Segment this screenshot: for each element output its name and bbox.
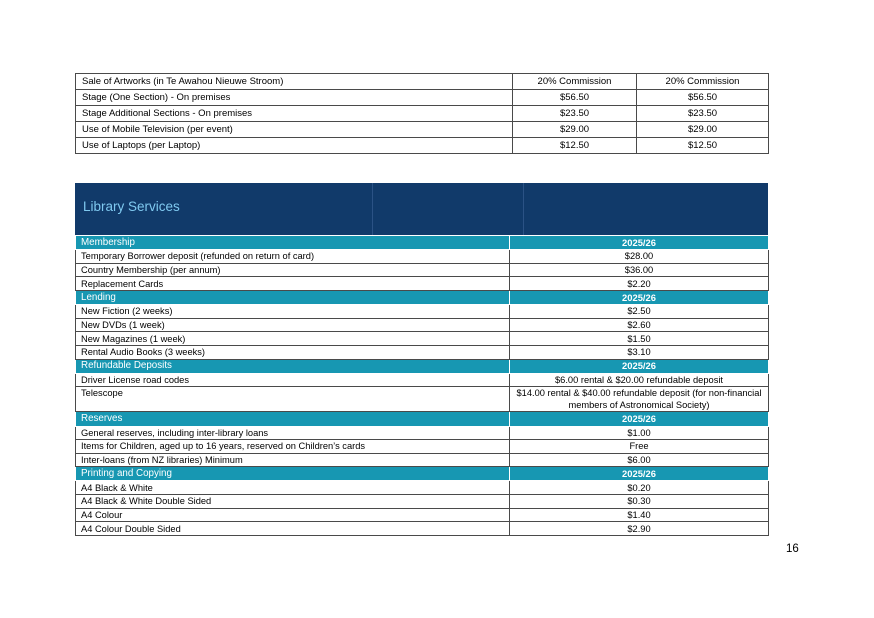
- section-year: 2025/26: [509, 411, 769, 427]
- fee-value: Free: [509, 439, 769, 454]
- fee-item: Sale of Artworks (in Te Awahou Nieuwe St…: [75, 73, 513, 90]
- fee-value: $23.50: [512, 105, 637, 122]
- table-row: New DVDs (1 week) $2.60: [75, 317, 769, 333]
- fee-item: Country Membership (per annum): [75, 262, 510, 278]
- fee-value: $29.00: [512, 121, 637, 138]
- fee-item: A4 Colour: [75, 507, 510, 523]
- venue-fees-table: Sale of Artworks (in Te Awahou Nieuwe St…: [75, 73, 769, 154]
- section-name: Reserves: [75, 411, 510, 427]
- section-header-row: Lending 2025/26: [75, 289, 769, 306]
- fee-value: $1.50: [509, 331, 769, 346]
- table-row: Driver License road codes $6.00 rental &…: [75, 372, 769, 388]
- fee-value: $56.50: [636, 89, 769, 106]
- table-row: Stage Additional Sections - On premises …: [75, 105, 769, 122]
- section-year: 2025/26: [509, 358, 769, 374]
- fee-value: $2.60: [509, 317, 769, 333]
- table-row: Use of Laptops (per Laptop) $12.50 $12.5…: [75, 137, 769, 154]
- fee-item: General reserves, including inter-librar…: [75, 425, 510, 441]
- fee-value: $3.10: [509, 344, 769, 360]
- fee-value: $2.20: [509, 276, 769, 291]
- section-header-row: Printing and Copying 2025/26: [75, 466, 769, 482]
- fee-value: $0.20: [509, 480, 769, 496]
- section-year: 2025/26: [509, 234, 769, 251]
- fee-value: $36.00: [509, 262, 769, 278]
- section-header-row: Membership 2025/26: [75, 234, 769, 251]
- table-row: A4 Black & White Double Sided $0.30: [75, 494, 769, 509]
- page-number: 16: [786, 543, 799, 555]
- fee-item: Stage (One Section) - On premises: [75, 89, 513, 106]
- fee-item: Temporary Borrower deposit (refunded on …: [75, 249, 510, 264]
- table-row: Use of Mobile Television (per event) $29…: [75, 121, 769, 138]
- section-name: Lending: [75, 289, 510, 306]
- fee-item: A4 Black & White: [75, 480, 510, 496]
- fee-item: Telescope: [75, 386, 510, 413]
- section-year: 2025/26: [509, 289, 769, 306]
- section-name: Refundable Deposits: [75, 358, 510, 374]
- fee-item: New Magazines (1 week): [75, 331, 510, 346]
- table-row: Stage (One Section) - On premises $56.50…: [75, 89, 769, 106]
- section-name: Membership: [75, 234, 510, 251]
- fee-item: Driver License road codes: [75, 372, 510, 388]
- fee-value: $12.50: [636, 137, 769, 154]
- table-row: Replacement Cards $2.20: [75, 276, 769, 291]
- table-row: Inter-loans (from NZ libraries) Minimum …: [75, 452, 769, 468]
- fee-value: $2.90: [509, 521, 769, 536]
- fee-item: New Fiction (2 weeks): [75, 304, 510, 319]
- fee-item: A4 Black & White Double Sided: [75, 494, 510, 509]
- fee-value: $1.40: [509, 507, 769, 523]
- fee-item: A4 Colour Double Sided: [75, 521, 510, 536]
- fee-item: Use of Mobile Television (per event): [75, 121, 513, 138]
- table-row: New Magazines (1 week) $1.50: [75, 331, 769, 346]
- fee-value: $1.00: [509, 425, 769, 441]
- table-row: A4 Black & White $0.20: [75, 480, 769, 496]
- section-title: Library Services: [83, 199, 180, 214]
- fee-item: New DVDs (1 week): [75, 317, 510, 333]
- fee-item: Rental Audio Books (3 weeks): [75, 344, 510, 360]
- fee-value: 20% Commission: [512, 73, 637, 90]
- library-services-banner: Library Services: [75, 183, 768, 235]
- library-fees-table: Membership 2025/26 Temporary Borrower de…: [75, 234, 769, 536]
- table-row: Telescope $14.00 rental & $40.00 refunda…: [75, 386, 769, 413]
- table-row: A4 Colour $1.40: [75, 507, 769, 523]
- fee-value: $14.00 rental & $40.00 refundable deposi…: [509, 386, 769, 413]
- fee-value: $28.00: [509, 249, 769, 264]
- table-row: Items for Children, aged up to 16 years,…: [75, 439, 769, 454]
- fee-value: $0.30: [509, 494, 769, 509]
- banner-divider: [523, 183, 524, 235]
- table-row: General reserves, including inter-librar…: [75, 425, 769, 441]
- banner-divider: [372, 183, 373, 235]
- table-row: Temporary Borrower deposit (refunded on …: [75, 249, 769, 264]
- table-row: Country Membership (per annum) $36.00: [75, 262, 769, 278]
- fee-item: Use of Laptops (per Laptop): [75, 137, 513, 154]
- section-year: 2025/26: [509, 466, 769, 482]
- section-name: Printing and Copying: [75, 466, 510, 482]
- fee-item: Stage Additional Sections - On premises: [75, 105, 513, 122]
- table-row: New Fiction (2 weeks) $2.50: [75, 304, 769, 319]
- fee-value: $6.00 rental & $20.00 refundable deposit: [509, 372, 769, 388]
- fee-value: $56.50: [512, 89, 637, 106]
- fee-item: Items for Children, aged up to 16 years,…: [75, 439, 510, 454]
- fee-value: $23.50: [636, 105, 769, 122]
- fee-value: 20% Commission: [636, 73, 769, 90]
- fee-value: $2.50: [509, 304, 769, 319]
- fee-item: Inter-loans (from NZ libraries) Minimum: [75, 452, 510, 468]
- fee-value: $29.00: [636, 121, 769, 138]
- section-header-row: Refundable Deposits 2025/26: [75, 358, 769, 374]
- table-row: A4 Colour Double Sided $2.90: [75, 521, 769, 536]
- table-row: Sale of Artworks (in Te Awahou Nieuwe St…: [75, 73, 769, 90]
- fee-item: Replacement Cards: [75, 276, 510, 291]
- table-row: Rental Audio Books (3 weeks) $3.10: [75, 344, 769, 360]
- section-header-row: Reserves 2025/26: [75, 411, 769, 427]
- fee-value: $12.50: [512, 137, 637, 154]
- fee-value: $6.00: [509, 452, 769, 468]
